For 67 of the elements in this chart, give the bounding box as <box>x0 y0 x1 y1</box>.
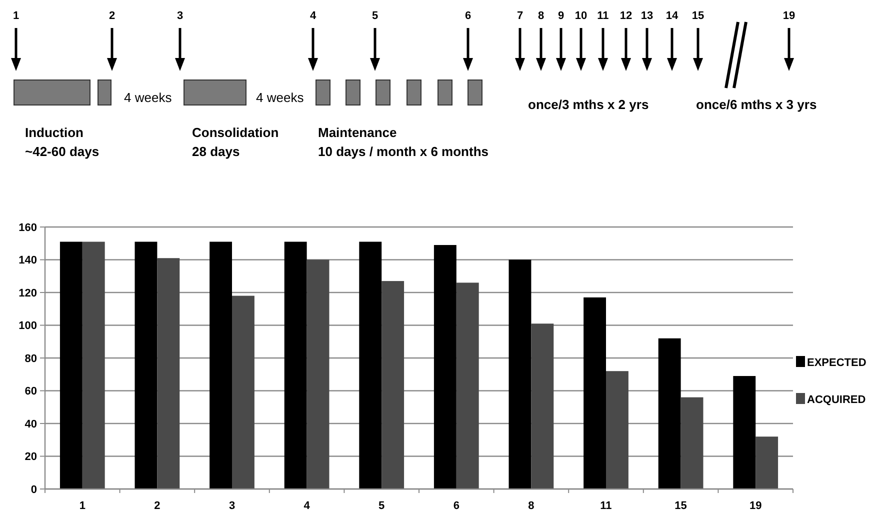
x-tick-label: 11 <box>600 500 612 512</box>
text: ~42-60 days <box>25 144 100 159</box>
bar <box>60 242 82 489</box>
bar <box>210 242 232 489</box>
text: 10 <box>574 10 588 22</box>
bar <box>232 296 254 489</box>
x-tick-label: 2 <box>154 500 160 512</box>
x-tick-label: 6 <box>453 500 460 512</box>
bar <box>359 242 382 489</box>
bar <box>584 297 606 489</box>
text: 19 <box>782 10 796 22</box>
text: Maintenance <box>318 125 397 140</box>
bar <box>508 260 532 489</box>
bar <box>606 371 628 489</box>
bar <box>157 258 180 489</box>
x-tick-label: 1 <box>79 500 86 512</box>
x-tick-label: 4 <box>304 500 311 512</box>
text: 4 <box>310 10 317 22</box>
text: 4 weeks <box>256 90 304 105</box>
legend-label: ACQUIRED <box>807 394 866 406</box>
bar <box>733 376 756 489</box>
bar <box>382 281 404 489</box>
text: 6 <box>464 10 472 22</box>
y-tick-label: 120 <box>18 287 37 300</box>
legend-label: EXPECTED <box>807 356 866 369</box>
x-tick-label: 5 <box>378 500 385 512</box>
text: 28 days <box>192 144 240 159</box>
text: 8 <box>538 10 544 22</box>
bar <box>531 324 554 489</box>
y-tick-label: 40 <box>24 418 37 430</box>
y-tick-label: 160 <box>18 222 37 234</box>
text: once/3 mths x 2 yrs <box>528 97 649 112</box>
text: 10 days / month x 6 months <box>318 144 488 159</box>
bar <box>134 242 158 489</box>
text: Induction <box>25 125 84 140</box>
x-tick-label: 8 <box>528 500 534 512</box>
text: 12 <box>620 10 632 22</box>
y-tick-label: 80 <box>24 352 37 365</box>
bar <box>680 397 704 489</box>
bar <box>456 282 479 489</box>
x-tick-label: 19 <box>749 500 762 512</box>
text: 15 <box>692 10 704 22</box>
bar <box>306 260 330 489</box>
y-tick-label: 140 <box>18 254 37 267</box>
text: 2 <box>108 10 116 22</box>
y-tick-label: 100 <box>18 320 37 332</box>
text: once/6 mths x 3 yrs <box>696 97 817 112</box>
text: 14 <box>666 10 679 22</box>
text: 11 <box>597 10 609 22</box>
y-tick-label: 20 <box>24 451 37 464</box>
y-tick-label: 60 <box>24 386 37 398</box>
bar <box>82 242 105 489</box>
bar <box>756 436 778 489</box>
text: 4 weeks <box>124 90 172 105</box>
text: 9 <box>558 10 564 22</box>
x-tick-label: 15 <box>674 500 687 512</box>
text: 5 <box>372 10 378 22</box>
text: Consolidation <box>192 125 279 140</box>
bar <box>658 338 681 489</box>
text: 3 <box>176 10 184 22</box>
text: 1 <box>12 10 20 22</box>
text: 7 <box>516 10 524 22</box>
bar <box>434 245 456 489</box>
y-tick-label: 0 <box>30 484 37 496</box>
text: 13 <box>640 10 654 22</box>
x-tick-label: 3 <box>228 500 236 512</box>
bar <box>284 242 307 489</box>
